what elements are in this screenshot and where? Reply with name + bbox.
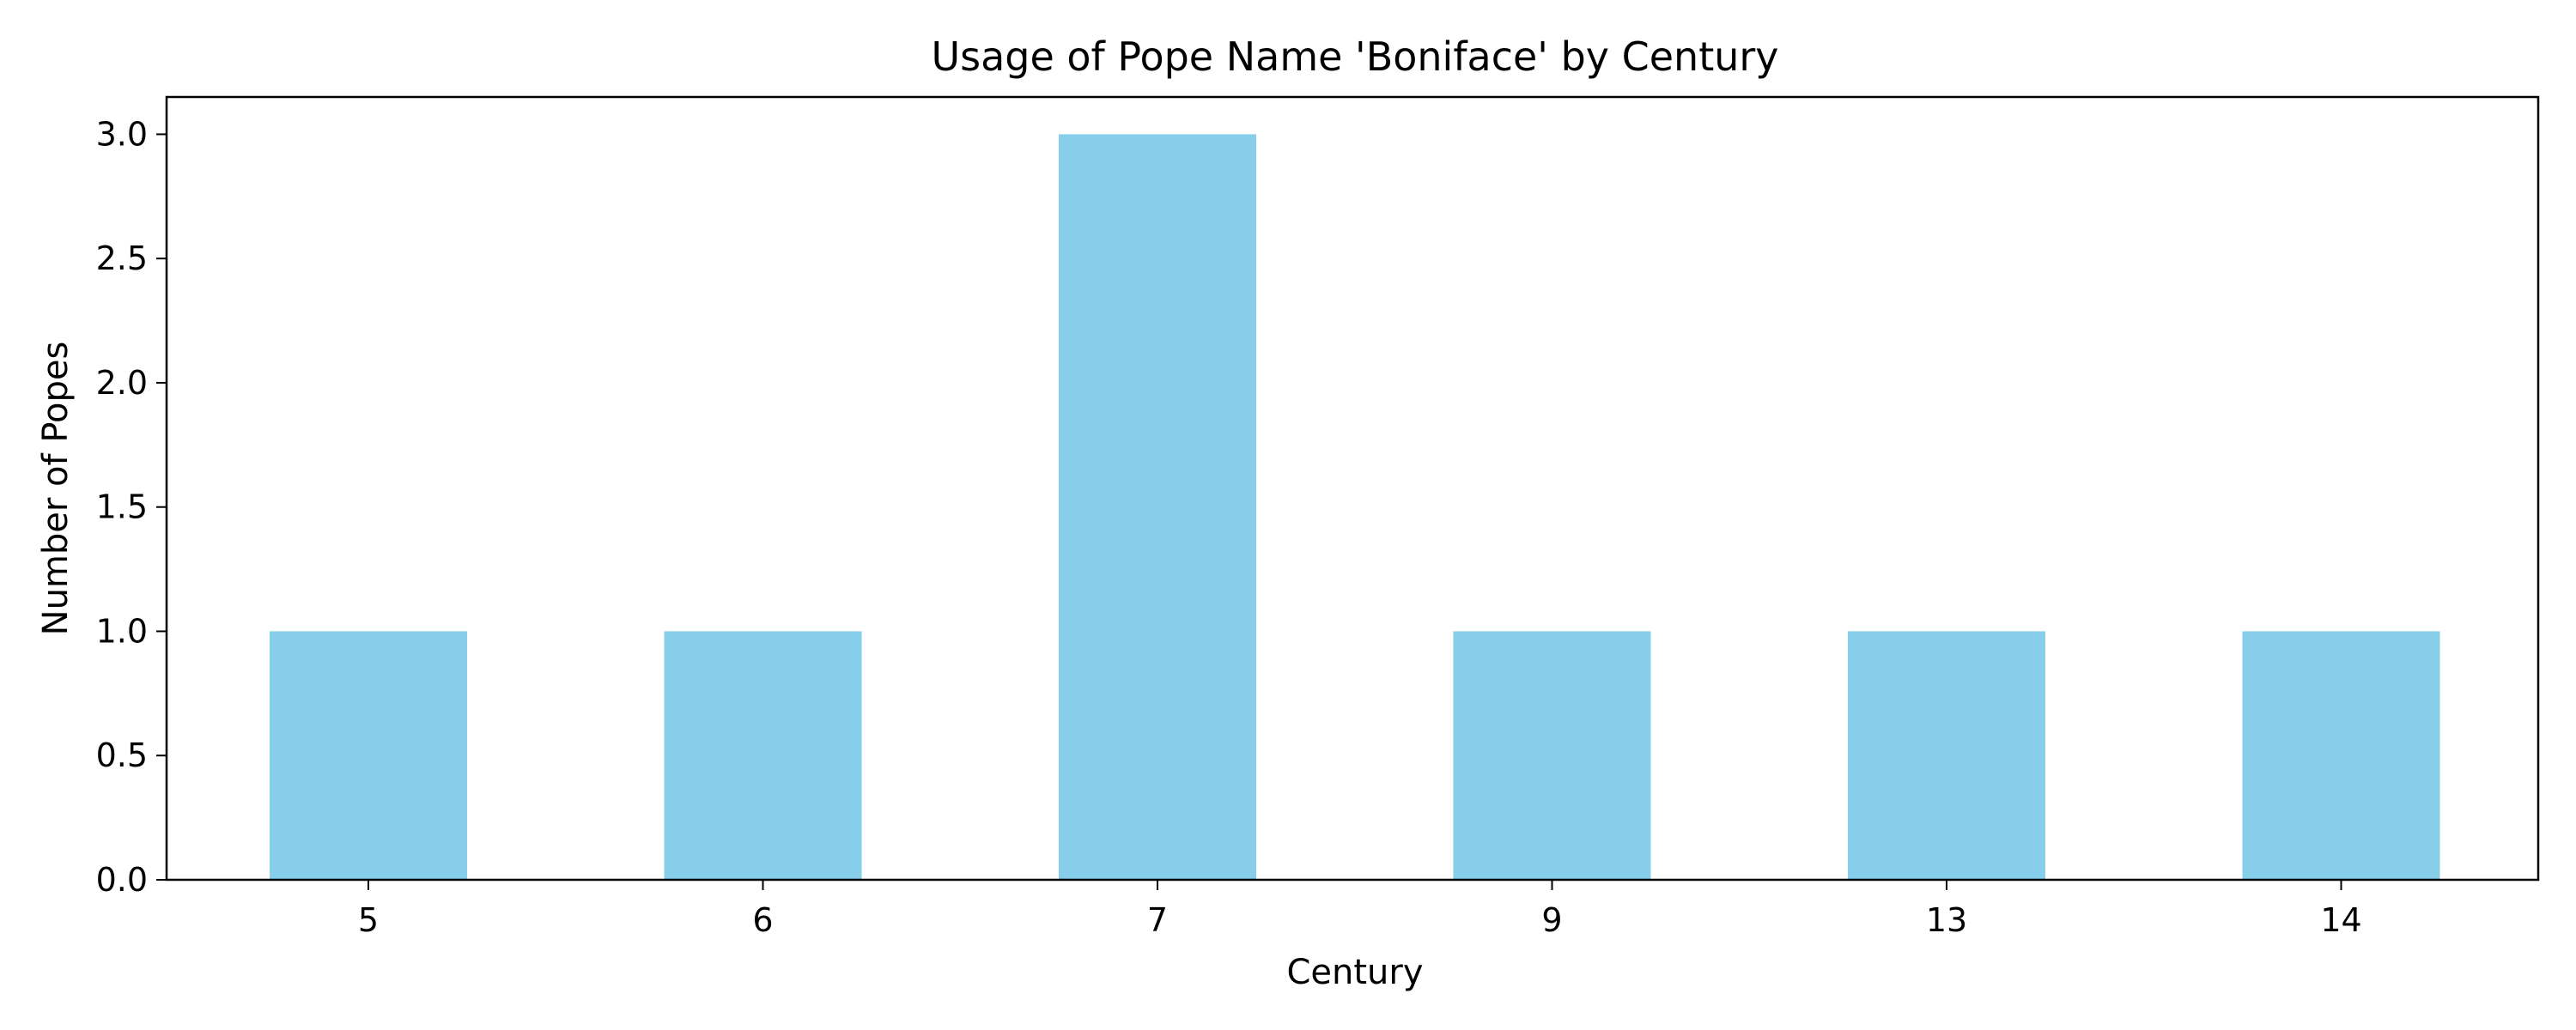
plot-area-frame xyxy=(165,95,2540,882)
y-tick-label: 2.5 xyxy=(96,239,148,277)
x-tick-label: 14 xyxy=(2320,901,2361,939)
x-axis-label: Century xyxy=(1286,953,1423,992)
x-tick-label: 5 xyxy=(358,901,379,939)
y-tick-label: 1.0 xyxy=(96,612,148,650)
bar-century-13 xyxy=(1848,631,2045,880)
y-tick-label: 3.0 xyxy=(96,115,148,153)
y-axis-ticks: 0.0 0.5 1.0 1.5 2.0 2.5 3.0 xyxy=(96,115,167,899)
bar-century-7 xyxy=(1059,134,1256,880)
y-tick-label: 2.0 xyxy=(96,364,148,402)
bar-century-14 xyxy=(2242,631,2440,880)
x-tick-label: 6 xyxy=(752,901,773,939)
x-tick-label: 9 xyxy=(1541,901,1562,939)
y-axis-label: Number of Popes xyxy=(36,342,76,636)
chart-title: Usage of Pope Name 'Boniface' by Century xyxy=(931,33,1778,80)
y-tick-label: 0.0 xyxy=(96,861,148,899)
x-tick-label: 7 xyxy=(1147,901,1168,939)
bars-layer xyxy=(270,134,2440,880)
y-tick-label: 0.5 xyxy=(96,736,148,774)
bar-century-6 xyxy=(664,631,862,880)
bar-century-9 xyxy=(1453,631,1651,880)
x-axis-ticks: 5 6 7 9 13 14 xyxy=(358,880,2362,939)
y-tick-label: 1.5 xyxy=(96,488,148,526)
x-tick-label: 13 xyxy=(1926,901,1967,939)
bar-century-5 xyxy=(270,631,467,880)
